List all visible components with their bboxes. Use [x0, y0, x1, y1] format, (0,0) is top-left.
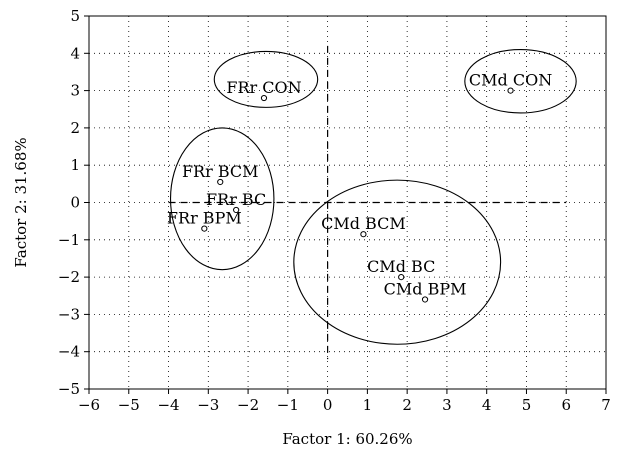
cluster-ellipse	[169, 127, 275, 271]
y-tick-label: 2	[70, 119, 80, 137]
y-tick-label: −3	[58, 305, 80, 323]
x-tick-label: −6	[78, 396, 100, 414]
y-tick-label: 4	[70, 44, 80, 62]
x-tick-label: 4	[482, 396, 492, 414]
y-tick-label: −1	[58, 231, 80, 249]
data-point	[360, 231, 367, 238]
y-tick-label: 3	[70, 82, 80, 100]
x-tick-label: −3	[197, 396, 219, 414]
cluster-ellipse	[464, 49, 577, 114]
point-label: FRr BC	[206, 190, 266, 209]
data-point	[398, 274, 405, 281]
reference-lines	[168, 45, 567, 360]
point-label: CMd BC	[367, 257, 435, 276]
data-point	[217, 178, 224, 186]
y-tick-label: 1	[70, 156, 80, 174]
y-tick-label: −2	[58, 268, 80, 286]
point-label: FRr BPM	[167, 209, 242, 228]
cluster-ellipse	[213, 50, 319, 108]
point-label: FRr CON	[226, 78, 301, 97]
x-axis-title: Factor 1: 60.26%	[282, 430, 412, 448]
cluster-ellipse	[293, 179, 502, 345]
x-tick-label: 6	[561, 396, 571, 414]
data-point	[201, 225, 208, 232]
x-tick-label: −5	[118, 396, 140, 414]
data-point	[507, 87, 514, 94]
x-tick-label: −1	[277, 396, 299, 414]
y-tick-label: 5	[70, 7, 80, 25]
point-label: CMd CON	[469, 71, 552, 90]
data-point	[421, 296, 429, 303]
cluster-ellipses	[169, 49, 577, 345]
data-point	[260, 94, 268, 102]
data-point	[233, 206, 240, 214]
x-tick-label: 0	[323, 396, 333, 414]
y-tick-label: −4	[58, 343, 80, 361]
x-tick-label: −4	[157, 396, 179, 414]
x-tick-label: 2	[402, 396, 412, 414]
point-label: FRr BCM	[182, 162, 259, 181]
y-axis-title: Factor 2: 31.68%	[12, 137, 30, 267]
point-label: CMd BCM	[321, 214, 406, 233]
x-tick-label: −2	[237, 396, 259, 414]
x-tick-label: 5	[522, 396, 532, 414]
data-points	[201, 87, 514, 303]
y-tick-label: −5	[58, 380, 80, 398]
point-label: CMd BPM	[384, 279, 467, 298]
y-tick-label: 0	[70, 194, 80, 212]
x-tick-label: 1	[363, 396, 373, 414]
x-tick-label: 3	[442, 396, 452, 414]
x-tick-label: 7	[601, 396, 611, 414]
